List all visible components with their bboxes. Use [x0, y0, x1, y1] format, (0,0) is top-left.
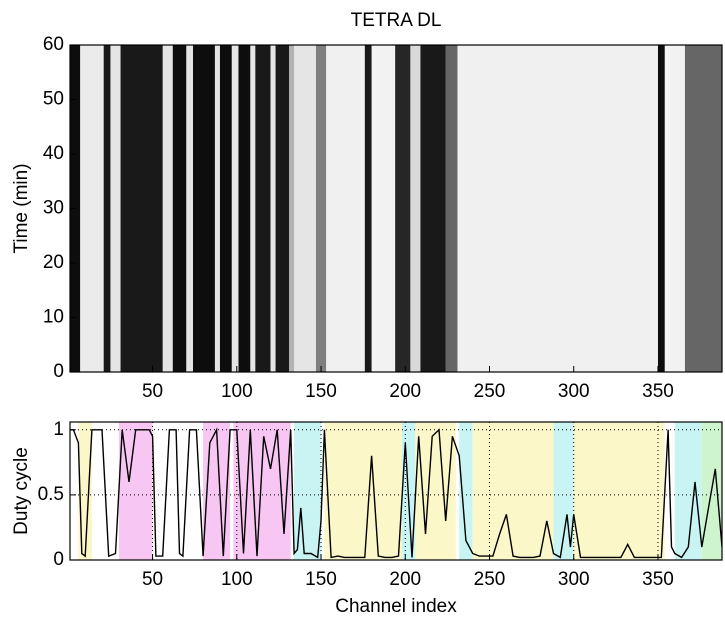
- x-tick-label: 200: [389, 381, 421, 402]
- occupancy-band: [103, 45, 111, 372]
- x-tick-label: 150: [305, 569, 337, 590]
- y-tick-label: 10: [43, 307, 64, 328]
- y-axis-label: Duty cycle: [11, 447, 32, 535]
- occupancy-band: [395, 45, 411, 372]
- region: [674, 422, 702, 560]
- y-tick-label: 20: [43, 252, 64, 273]
- occupancy-band: [186, 45, 193, 372]
- y-tick-label: 50: [43, 89, 64, 110]
- occupancy-band: [110, 45, 121, 372]
- x-axis-label: Channel index: [335, 596, 457, 617]
- occupancy-band: [120, 45, 163, 372]
- x-tick-label: 50: [142, 381, 163, 402]
- occupancy-band: [162, 45, 173, 372]
- occupancy-band: [231, 45, 239, 372]
- occupancy-band: [326, 45, 365, 372]
- occupancy-band: [255, 45, 271, 372]
- x-tick-label: 300: [558, 569, 590, 590]
- occupancy-band: [238, 45, 251, 372]
- occupancy-band: [664, 45, 685, 372]
- occupancy-band: [192, 45, 215, 372]
- occupancy-band: [275, 45, 290, 372]
- region: [415, 422, 456, 560]
- axes-frame: [69, 421, 723, 561]
- x-tick-label: 100: [221, 381, 253, 402]
- x-tick-label: 250: [474, 381, 506, 402]
- axes-frame: [69, 44, 723, 373]
- y-tick-label: 1: [53, 419, 64, 440]
- x-tick-label: 100: [221, 569, 253, 590]
- occupancy-band: [420, 45, 446, 372]
- x-tick-label: 350: [642, 569, 674, 590]
- x-tick-label: 150: [305, 381, 337, 402]
- occupancy-band: [445, 45, 458, 372]
- region: [78, 422, 92, 560]
- y-tick-label: 30: [43, 198, 64, 219]
- region: [459, 422, 473, 560]
- y-tick-label: 40: [43, 143, 64, 164]
- occupancy-band: [371, 45, 396, 372]
- occupancy-band: [219, 45, 232, 372]
- chart-title: TETRA DL: [351, 10, 442, 31]
- y-tick-label: 0: [53, 549, 64, 570]
- x-tick-label: 350: [642, 381, 674, 402]
- x-tick-label: 300: [558, 381, 590, 402]
- occupancy-band: [270, 45, 276, 372]
- region: [472, 422, 554, 560]
- occupancy-band: [214, 45, 220, 372]
- occupancy-band: [294, 45, 316, 372]
- occupancy-band: [250, 45, 256, 372]
- y-tick-label: 0.5: [38, 484, 64, 505]
- x-tick-label: 250: [474, 569, 506, 590]
- occupancy-band: [315, 45, 327, 372]
- x-tick-label: 50: [142, 569, 163, 590]
- y-axis-label: Time (min): [11, 163, 32, 253]
- occupancy-band: [657, 45, 665, 372]
- x-tick-label: 200: [389, 569, 421, 590]
- occupancy-band: [80, 45, 104, 372]
- y-tick-label: 60: [43, 34, 64, 55]
- occupancy-band: [410, 45, 421, 372]
- region: [324, 422, 402, 560]
- y-tick-label: 0: [53, 361, 64, 382]
- occupancy-band: [172, 45, 187, 372]
- region: [233, 422, 291, 560]
- duty-cycle-line: [70, 427, 722, 559]
- occupancy-band: [684, 45, 722, 372]
- plot-area: [70, 45, 722, 372]
- region: [573, 422, 665, 560]
- occupancy-band: [289, 45, 295, 372]
- occupancy-band: [457, 45, 658, 372]
- occupancy-band: [364, 45, 372, 372]
- plot-area: [70, 422, 722, 560]
